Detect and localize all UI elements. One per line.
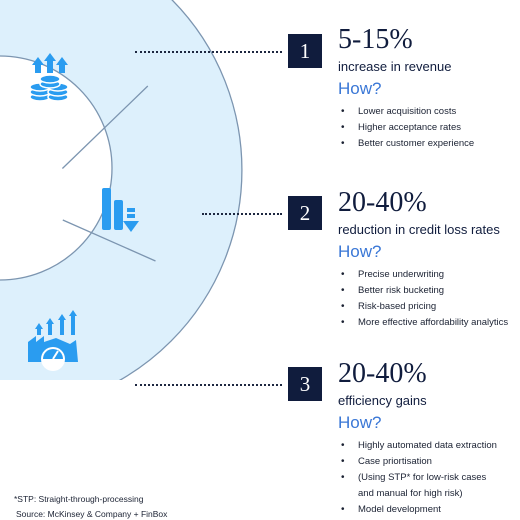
stat-value: 20-40% <box>338 358 427 389</box>
list-item: • Highly automated data extraction <box>341 440 497 451</box>
list-item-text: Case priortisation <box>358 456 432 467</box>
ring-outer-edge <box>118 0 243 380</box>
stat-description: efficiency gains <box>338 393 427 408</box>
how-heading: How? <box>338 413 382 432</box>
benefit-block-3: 20-40% efficiency gains How? • Highly aut… <box>338 358 520 518</box>
coins-arrows-up-icon <box>29 53 69 102</box>
list-item-text: (Using STP* for low-risk cases <box>358 472 487 483</box>
list-item-text: Model development <box>358 504 441 515</box>
list-item-text: Lower acquisition costs <box>358 106 457 117</box>
benefit-block-2: 20-40% reduction in credit loss rates Ho… <box>338 187 520 331</box>
list-item: • Better risk bucketing <box>341 285 445 296</box>
how-list: • Highly automated data extraction • Case … <box>338 438 520 518</box>
list-item: • More effective affordability analytics <box>341 317 509 328</box>
list-item-text: Highly automated data extraction <box>358 440 497 451</box>
bars-arrow-down-icon <box>102 188 139 232</box>
step-number-3: 3 <box>288 367 322 401</box>
list-item: • Case priortisation <box>341 456 432 467</box>
how-list: • Lower acquisition costs • Higher accepta… <box>338 104 520 152</box>
ring-divider-bottom <box>62 219 156 262</box>
factory-gauge-arrows-up-icon <box>28 310 78 371</box>
stat-value: 5-15% <box>338 24 413 55</box>
footnote: *STP: Straight-through-processing <box>14 494 144 504</box>
how-heading: How? <box>338 242 382 261</box>
list-item: • Model development <box>341 504 441 515</box>
source-note: Source: McKinsey & Company + FinBox <box>16 509 168 519</box>
list-item-text: Better customer experience <box>358 138 475 149</box>
list-item: and manual for high risk) <box>338 486 520 502</box>
connector-3 <box>135 384 282 386</box>
how-list: • Precise underwriting • Better risk bucke… <box>338 267 520 331</box>
step-number-1: 1 <box>288 34 322 68</box>
list-item: • Risk-based pricing <box>341 301 437 312</box>
stat-description: increase in revenue <box>338 59 452 74</box>
connector-2 <box>202 213 282 215</box>
list-item-text: More effective affordability analytics <box>358 317 509 328</box>
list-item: • (Using STP* for low-risk cases <box>341 472 487 483</box>
ring-diagram <box>0 0 243 380</box>
stat-value: 20-40% <box>338 187 427 218</box>
list-item: • Better customer experience <box>341 138 475 149</box>
list-item-text: Risk-based pricing <box>358 301 437 312</box>
list-item: • Higher acceptance rates <box>341 122 461 133</box>
stat-description: reduction in credit loss rates <box>338 222 500 237</box>
list-item-text: and manual for high risk) <box>358 488 463 499</box>
ring-background <box>0 0 242 380</box>
list-item: • Precise underwriting <box>341 269 445 280</box>
how-heading: How? <box>338 79 382 98</box>
list-item-text: Better risk bucketing <box>358 285 445 296</box>
step-number-2: 2 <box>288 196 322 230</box>
ring-divider-top <box>61 85 149 169</box>
list-item: • Lower acquisition costs <box>341 106 457 117</box>
benefit-block-1: 5-15% increase in revenue How? • Lower ac… <box>338 24 520 152</box>
list-item-text: Higher acceptance rates <box>358 122 461 133</box>
connector-1 <box>135 51 282 53</box>
list-item-text: Precise underwriting <box>358 269 445 280</box>
